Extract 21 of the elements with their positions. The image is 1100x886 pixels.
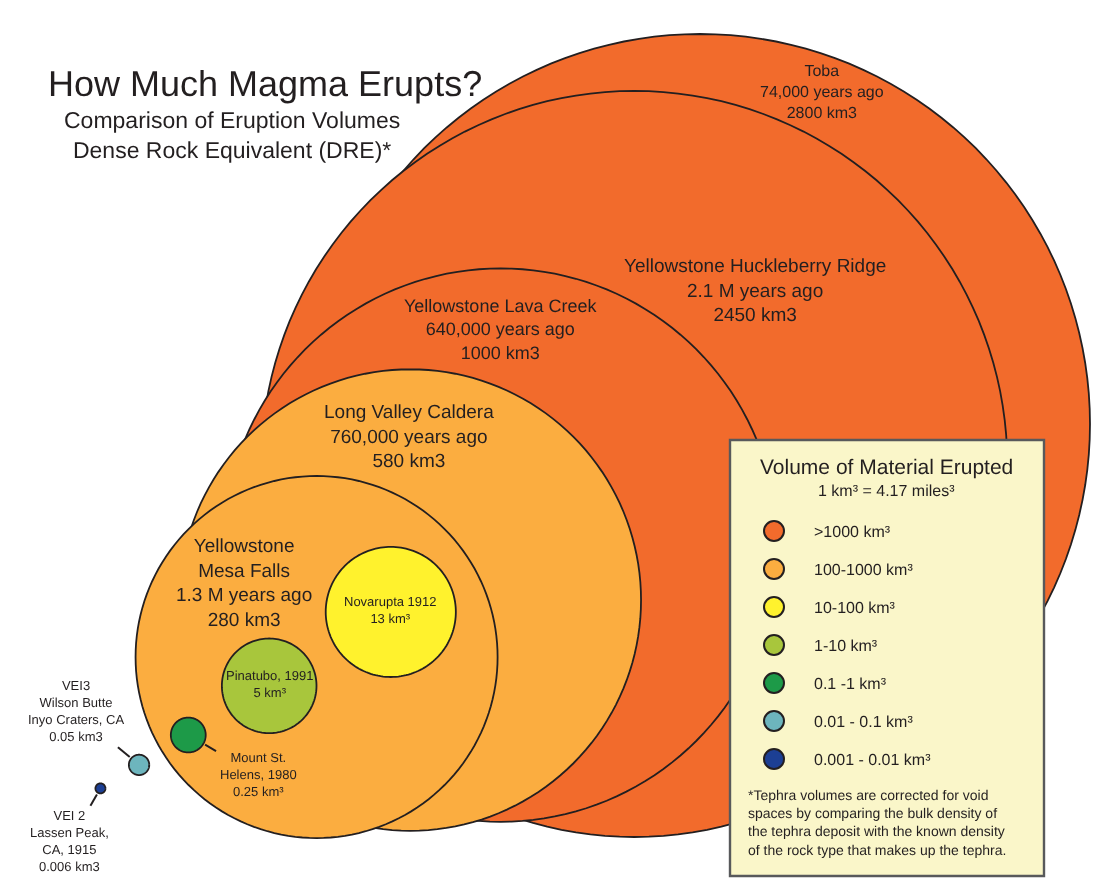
data-label: 280 km3: [207, 610, 281, 633]
text: Comparison of Eruption Volumes Dense Rock Equivalent (DRE)*: [64, 110, 401, 164]
data-label: 580 km3: [372, 451, 446, 474]
category-label: Long Valley Caldera 760,000 years ago: [324, 402, 496, 449]
legend-label: 1-10 km³: [814, 637, 878, 656]
legend-label: 0.001 - 0.01 km³: [814, 751, 932, 770]
data-label: 2450 km3: [713, 305, 797, 328]
category-label: Yellowstone Huckleberry Ridge 2.1 M years ago: [624, 256, 887, 303]
legend-label: 10-100 km³: [814, 599, 896, 618]
data-label: 2800 km3: [786, 103, 859, 122]
legend-title: Volume of Material Erupted: [760, 456, 1014, 480]
legend-label: 100-1000 km³: [814, 561, 914, 580]
legend-label: 0.1 -1 km³: [814, 675, 887, 694]
legend-label: 0.01 - 0.1 km³: [814, 713, 914, 732]
text: 1 km³ = 4.17 miles³: [818, 482, 956, 500]
category-label: Yellowstone Mesa Falls 1.3 M years ago: [176, 536, 313, 608]
text: How Much Magma Erupts?: [48, 64, 483, 104]
legend-label: >1000 km³: [814, 523, 891, 542]
category-label: Yellowstone Lava Creek 640,000 years ago: [404, 296, 598, 340]
category-label: Toba 74,000 years ago: [760, 62, 885, 101]
data-label: 1000 km3: [460, 342, 540, 363]
